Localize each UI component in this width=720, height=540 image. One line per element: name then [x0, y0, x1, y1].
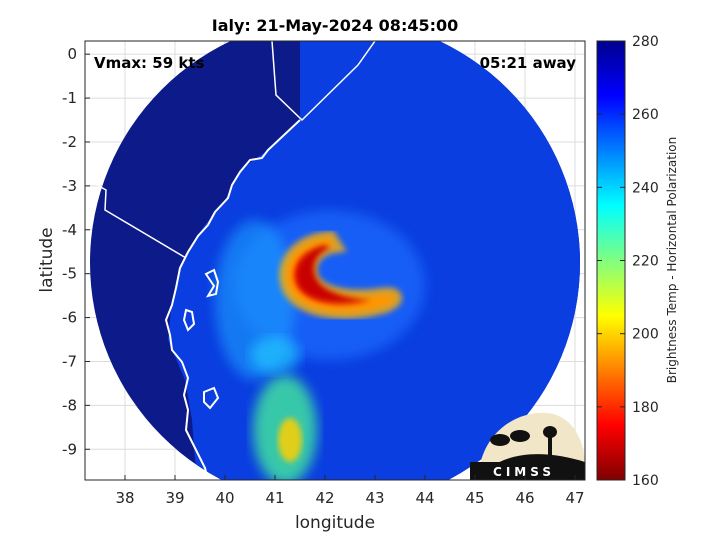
satellite-swath — [90, 41, 580, 480]
island-1 — [204, 268, 220, 298]
country-borders — [85, 41, 376, 259]
border-south — [85, 177, 187, 259]
x-tick-label: 44 — [415, 489, 434, 507]
y-tick-label: 0 — [67, 45, 77, 63]
chart-title: Ialy: 21-May-2024 08:45:00 — [212, 16, 459, 35]
logo-tower-leg — [548, 436, 552, 464]
x-axis-label: longitude — [295, 513, 375, 533]
y-axis-label: latitude — [37, 227, 57, 292]
x-tick-label: 41 — [265, 489, 284, 507]
y-tick-label: -5 — [62, 265, 77, 283]
logo-text: CIMSS — [493, 465, 555, 479]
colorbar-tick-label: 200 — [632, 327, 659, 343]
time-away-annotation: 05:21 away — [480, 54, 577, 72]
x-axis: 38 39 40 41 42 43 44 45 46 47 — [115, 475, 585, 507]
x-tick-label: 45 — [465, 489, 484, 507]
plot-area: Vmax: 59 kts 05:21 away CIMSS — [85, 41, 585, 480]
logo-tower-tank — [543, 426, 557, 438]
colorbar-ticks: 160 180 200 220 240 260 280 — [597, 34, 659, 489]
cimss-logo: CIMSS — [470, 412, 585, 480]
y-tick-label: -6 — [62, 309, 77, 327]
colorbar-tick-label: 160 — [632, 473, 659, 489]
vmax-annotation: Vmax: 59 kts — [94, 54, 204, 72]
x-tick-label: 46 — [515, 489, 534, 507]
plot-frame — [84, 40, 586, 481]
y-axis: 0 -1 -2 -3 -4 -5 -6 -7 -8 -9 — [62, 45, 90, 458]
y-tick-label: -1 — [62, 89, 77, 107]
colorbar-tick-label: 220 — [632, 254, 659, 270]
colorbar-tick-label: 280 — [632, 34, 659, 50]
coastline-main — [164, 119, 301, 480]
x-tick-label: 39 — [165, 489, 184, 507]
island-3 — [203, 386, 220, 410]
x-tick-label: 47 — [565, 489, 584, 507]
y-tick-label: -9 — [62, 440, 77, 458]
southern-rainband-core — [278, 418, 302, 462]
coastline — [164, 119, 301, 480]
colorbar-tick-label: 240 — [632, 180, 659, 196]
y-tick-label: -3 — [62, 177, 77, 195]
logo-dish-1 — [490, 434, 510, 446]
logo-dish-2 — [510, 430, 530, 442]
y-tick-label: -8 — [62, 396, 77, 414]
logo-band — [470, 462, 578, 480]
x-tick-label: 38 — [115, 489, 134, 507]
colorbar-tick-label: 180 — [632, 400, 659, 416]
eyewall-core — [296, 245, 372, 304]
colorbar: 160 180 200 220 240 260 280 Brightness Temp - … — [596, 34, 679, 489]
border-north — [271, 41, 376, 122]
x-tick-label: 42 — [315, 489, 334, 507]
y-tick-label: -7 — [62, 352, 77, 370]
y-tick-label: -2 — [62, 133, 77, 151]
coastal-band — [250, 337, 300, 373]
colorbar-tick-label: 260 — [632, 107, 659, 123]
colorbar-label: Brightness Temp - Horizontal Polarizatio… — [665, 137, 679, 384]
y-tick-label: -4 — [62, 221, 77, 239]
island-2 — [182, 308, 196, 332]
storm-features — [215, 210, 425, 480]
x-tick-label: 40 — [215, 489, 234, 507]
x-tick-label: 43 — [365, 489, 384, 507]
